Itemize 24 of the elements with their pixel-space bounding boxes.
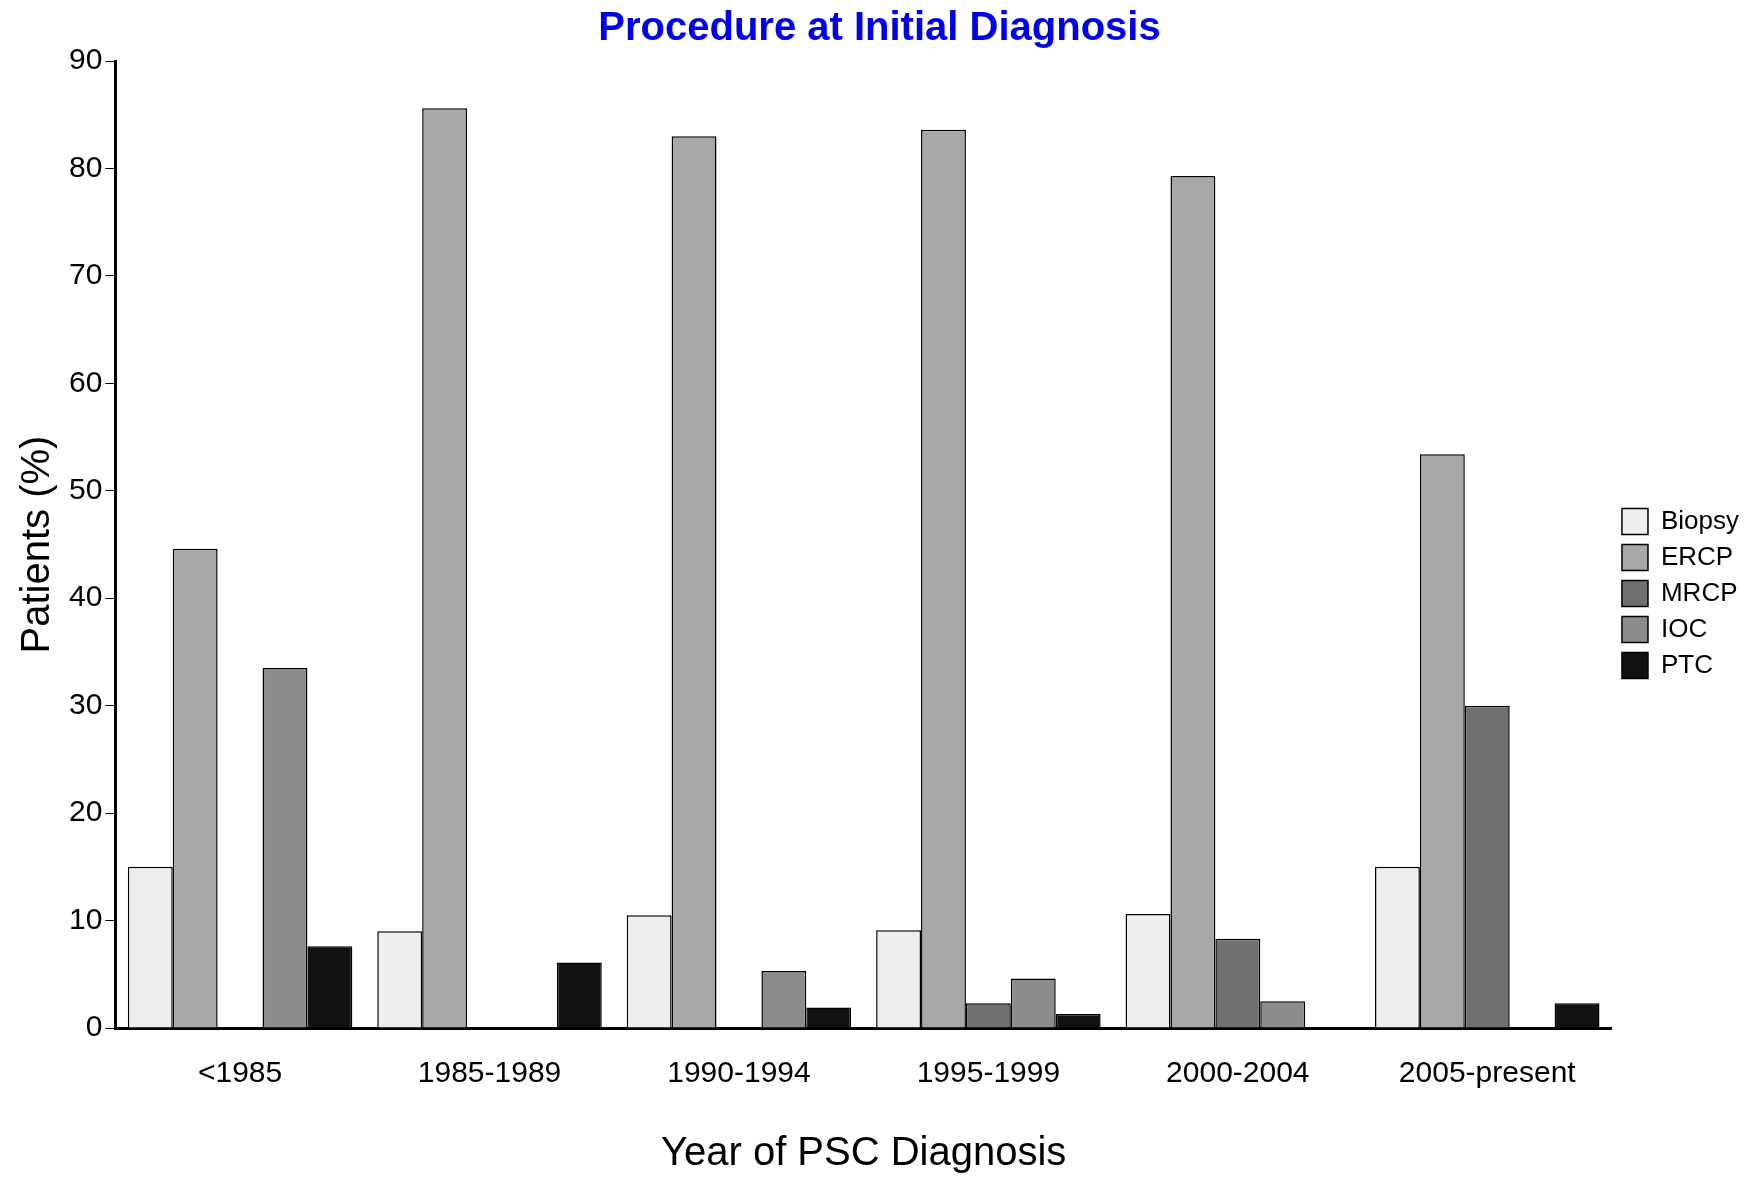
- x-tick-label: 2000-2004: [1166, 1055, 1310, 1089]
- y-tick-label: 20: [68, 794, 103, 828]
- x-tick-label: 2005-present: [1398, 1055, 1577, 1089]
- legend-label: ERCP: [1660, 540, 1734, 571]
- x-axis-title: Year of PSC Diagnosis: [660, 1129, 1067, 1174]
- x-tick-label: 1995-1999: [916, 1055, 1061, 1089]
- legend-label: MRCP: [1660, 576, 1738, 607]
- x-tick-label: 1985-1989: [417, 1055, 562, 1089]
- y-tick-label: 80: [68, 149, 103, 183]
- x-tick-label: 1990-1994: [667, 1055, 811, 1089]
- y-tick-label: 50: [68, 472, 103, 506]
- y-tick-label: 70: [68, 257, 103, 291]
- y-tick-label: 40: [68, 579, 103, 613]
- y-tick-label: 60: [68, 364, 103, 398]
- x-tick-label: <1985: [197, 1055, 283, 1089]
- y-tick-label: 0: [85, 1009, 103, 1043]
- legend-label: PTC: [1660, 648, 1713, 679]
- y-tick-label: 10: [68, 901, 103, 935]
- y-axis-title: Patients (%): [13, 435, 58, 654]
- y-tick-label: 30: [68, 686, 103, 720]
- y-tick-label: 90: [68, 42, 103, 76]
- legend-label: Biopsy: [1660, 504, 1740, 535]
- chart-title: Procedure at Initial Diagnosis: [598, 4, 1161, 49]
- legend-label: IOC: [1660, 612, 1708, 643]
